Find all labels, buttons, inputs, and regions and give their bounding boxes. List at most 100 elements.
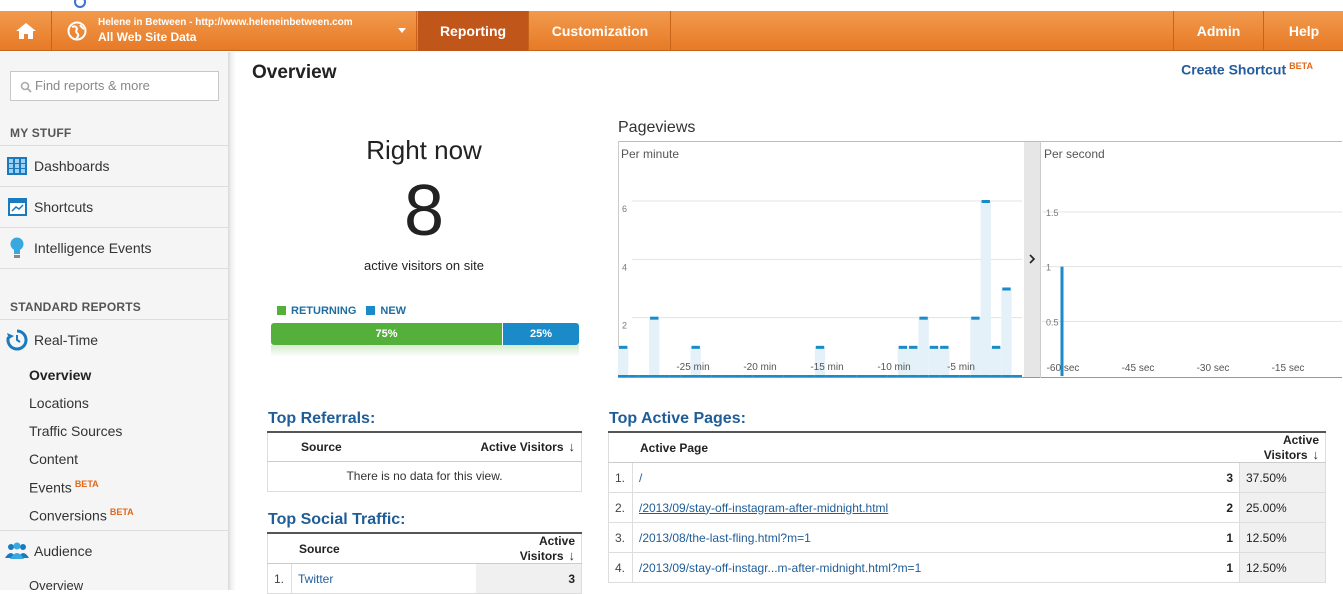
col-active-visitors[interactable]: Active Visitors ↓: [401, 431, 582, 462]
legend-returning: RETURNING: [277, 305, 356, 317]
row-number: 2.: [608, 492, 633, 523]
sort-down-icon: ↓: [568, 548, 576, 563]
row-number: 3.: [608, 522, 633, 553]
bar-base: [1001, 375, 1012, 377]
table-row: 4. /2013/09/stay-off-instagr...m-after-m…: [608, 552, 1326, 583]
chevron-down-icon: [398, 28, 406, 33]
bar-base: [773, 375, 784, 377]
bar-area: [939, 346, 950, 376]
bar-top: [815, 345, 825, 349]
beta-badge: BETA: [1289, 61, 1313, 71]
bar-area: [980, 201, 991, 376]
bar-top: [691, 345, 700, 349]
bar-base: [731, 375, 743, 377]
bar-base: [700, 375, 712, 377]
bar-base: [970, 375, 981, 377]
bar-top: [650, 316, 659, 320]
bar-base: [908, 375, 919, 377]
sidebar-item-realtime-overview[interactable]: Overview: [29, 367, 92, 383]
bar-base: [659, 375, 670, 377]
globe-icon: [67, 21, 87, 41]
visitor-count: 1: [1219, 522, 1240, 553]
sidebar-item-label: Intelligence Events: [34, 240, 152, 256]
account-selector[interactable]: Helene in Between - http://www.heleneinb…: [53, 11, 417, 51]
bar-top: [940, 345, 949, 349]
audience-people-icon: [5, 542, 29, 559]
sidebar-item-audience[interactable]: Audience: [0, 530, 228, 571]
visitor-percent: 12.50%: [1239, 552, 1326, 583]
bar-base: [669, 375, 681, 377]
bar-base: [783, 375, 795, 377]
social-source-link[interactable]: Twitter: [291, 563, 476, 594]
bar-base: [990, 375, 1002, 377]
table-row: 2. /2013/09/stay-off-instagram-after-mid…: [608, 492, 1326, 523]
chevron-right-icon: [1029, 254, 1036, 264]
sidebar-item-audience-overview[interactable]: Overview: [29, 578, 84, 593]
sidebar-item-traffic-sources[interactable]: Traffic Sources: [29, 423, 123, 439]
active-visitors-count: 8: [403, 171, 445, 251]
bar-base: [794, 375, 805, 377]
active-visitors-label: active visitors on site: [364, 258, 484, 273]
page-link[interactable]: /2013/09/stay-off-instagr...m-after-midn…: [632, 552, 1220, 583]
col-source: Source: [267, 431, 402, 462]
page-link[interactable]: /: [632, 462, 1220, 493]
bar-base: [876, 375, 888, 377]
bar-base: [939, 375, 950, 377]
bar-base: [711, 375, 722, 377]
search-input[interactable]: [35, 78, 215, 93]
panel-toggle: [1024, 142, 1040, 377]
sidebar-item-content[interactable]: Content: [29, 451, 79, 467]
x-tick-label: -45 sec: [1122, 363, 1155, 374]
sidebar-item-shortcuts[interactable]: Shortcuts: [0, 186, 228, 227]
sidebar-item-events[interactable]: Events BETA: [29, 479, 99, 496]
bar-top: [971, 316, 980, 320]
sort-down-icon: ↓: [568, 439, 576, 455]
tab-reporting[interactable]: Reporting: [418, 11, 529, 51]
dashboard-grid-icon: [7, 157, 27, 175]
col-active-visitors[interactable]: Active Visitors ↓: [475, 532, 582, 564]
create-shortcut-link[interactable]: Create Shortcut BETA: [1181, 61, 1313, 78]
sort-down-icon: ↓: [1312, 447, 1320, 462]
sidebar-item-label: Real-Time: [34, 332, 99, 348]
bar-base: [721, 375, 732, 377]
bar-base: [690, 375, 701, 377]
realtime-clock-icon: [6, 329, 28, 351]
bar-top: [929, 345, 939, 349]
page-link[interactable]: /2013/08/the-last-fling.html?m=1: [632, 522, 1220, 553]
col-active-visitors[interactable]: Active Visitors ↓: [1219, 431, 1326, 463]
y-tick-label: 2: [622, 321, 627, 331]
sidebar-resize-handle[interactable]: [228, 52, 236, 590]
bar-top: [619, 345, 628, 349]
bar-base: [959, 375, 971, 377]
lightbulb-icon: [10, 237, 24, 258]
panel-label-per-minute: Per minute: [621, 147, 679, 161]
bar-base: [835, 375, 846, 377]
admin-link[interactable]: Admin: [1173, 11, 1264, 51]
bar-area: [897, 346, 909, 376]
home-button[interactable]: [0, 11, 52, 51]
help-link[interactable]: Help: [1288, 23, 1320, 39]
bar-base: [825, 375, 836, 377]
page-link[interactable]: /2013/09/stay-off-instagram-after-midnig…: [639, 500, 889, 515]
sidebar-item-conversions[interactable]: Conversions BETA: [29, 507, 134, 524]
x-tick-label: -10 min: [877, 362, 910, 373]
bar-base: [752, 375, 764, 377]
sidebar-item-dashboards[interactable]: Dashboards: [0, 145, 228, 186]
sidebar-item-intelligence-events[interactable]: Intelligence Events: [0, 227, 228, 268]
bar-area: [618, 346, 629, 376]
bar-area: [928, 346, 940, 376]
bar-top: [1002, 287, 1011, 291]
visitor-percent: 12.50%: [1239, 522, 1326, 553]
visitor-count: 1: [1219, 552, 1240, 583]
beta-badge: BETA: [74, 479, 99, 489]
top-referrals-title: Top Referrals:: [268, 410, 376, 427]
tab-customization[interactable]: Customization: [530, 11, 671, 51]
sidebar-item-label: Events: [29, 479, 72, 496]
sidebar-item-realtime[interactable]: Real-Time: [0, 319, 228, 360]
bar-top: [898, 345, 908, 349]
home-icon: [15, 23, 36, 39]
x-tick-label: -5 min: [947, 362, 975, 373]
bar-top: [919, 316, 928, 320]
sidebar-item-label: Shortcuts: [34, 199, 94, 215]
sidebar-item-locations[interactable]: Locations: [29, 395, 89, 411]
